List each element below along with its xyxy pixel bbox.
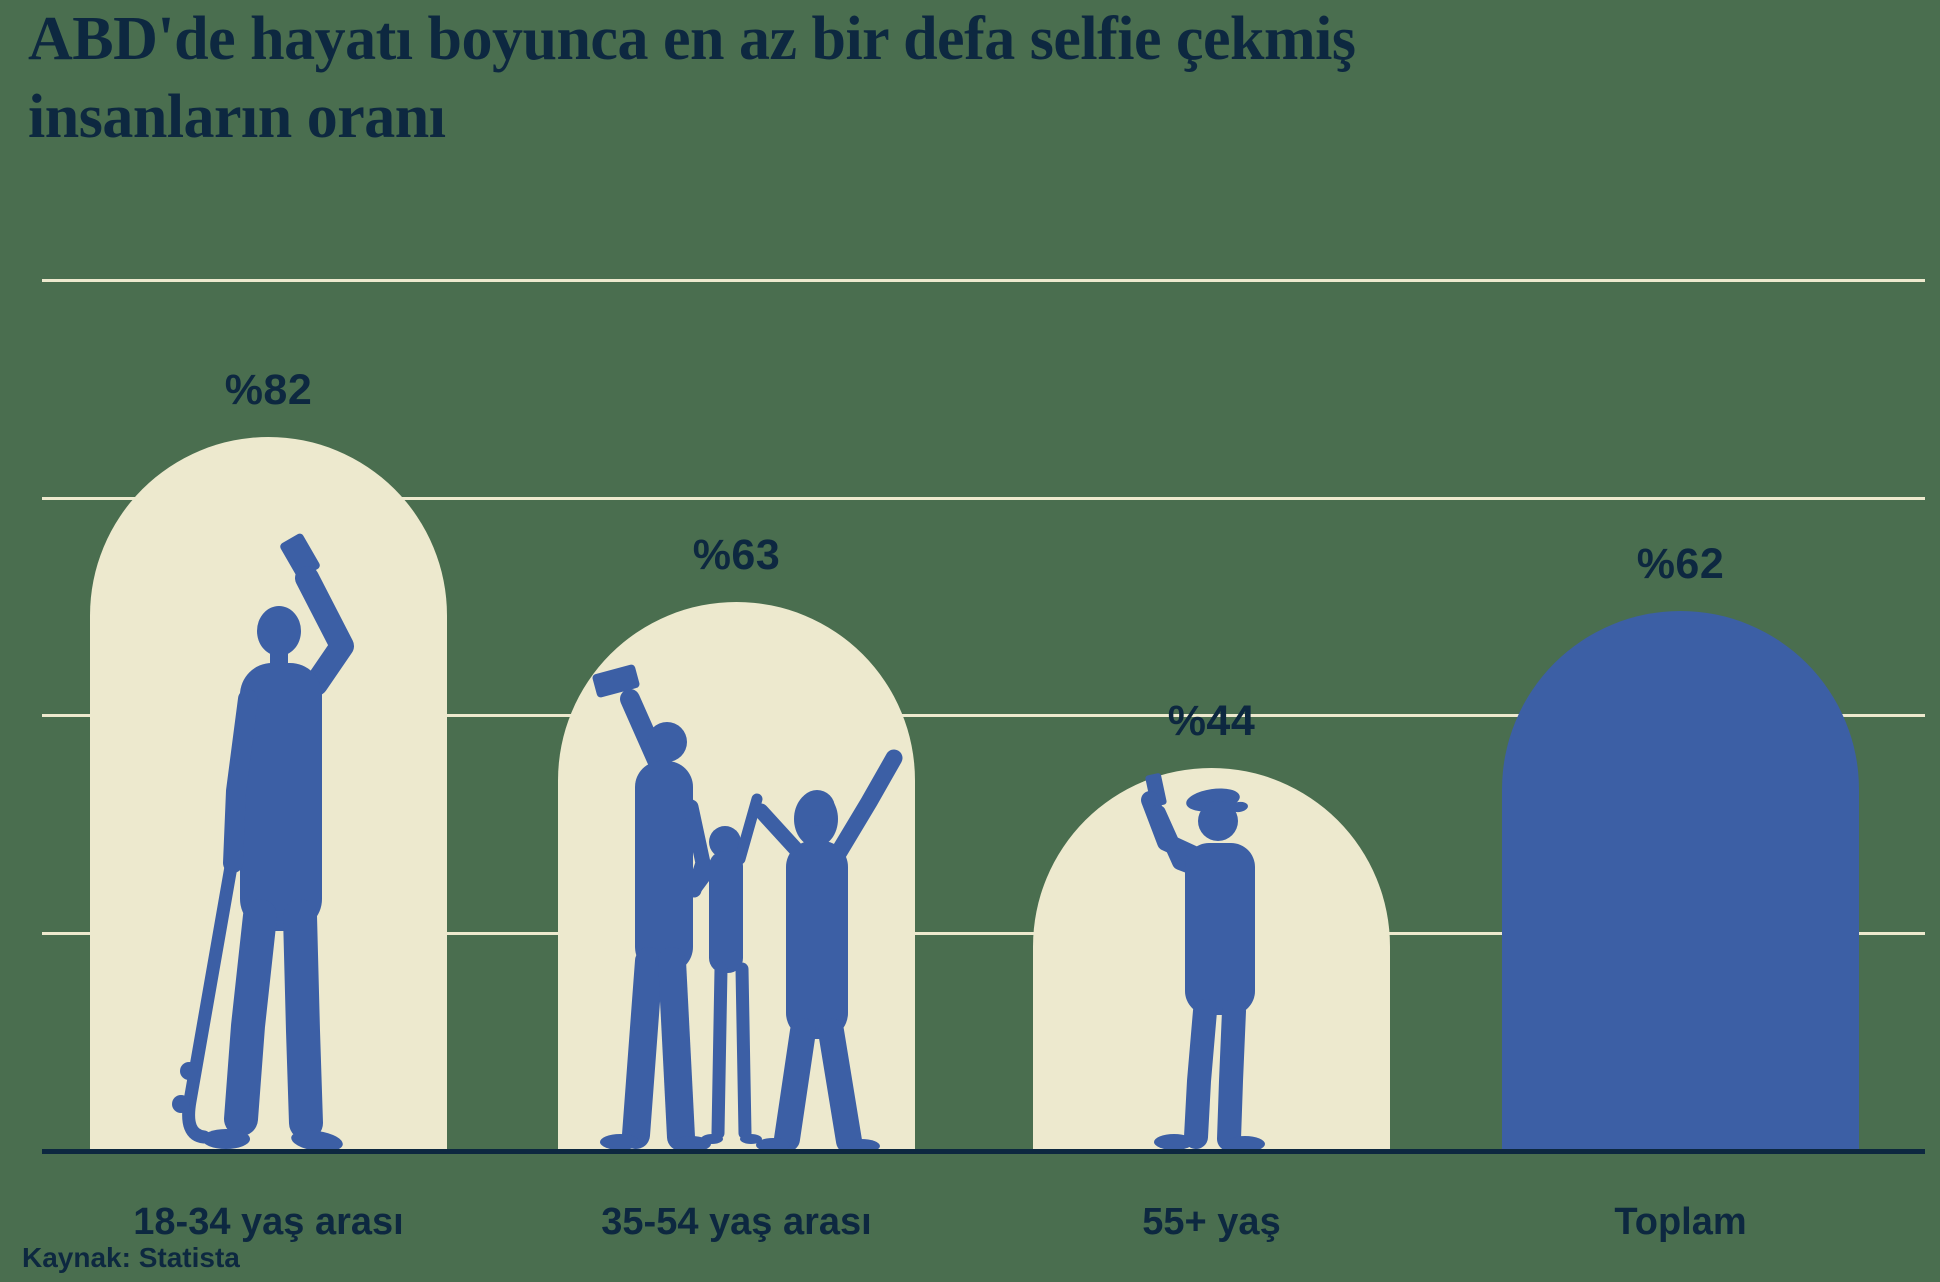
raised-arm <box>295 566 354 696</box>
skateboard <box>172 854 239 1144</box>
head <box>1198 801 1238 841</box>
skateboard-wheel <box>172 1095 190 1113</box>
young-man-selfie-skateboard-silhouette <box>172 533 354 1152</box>
body <box>709 851 743 973</box>
right-foot <box>671 1136 711 1152</box>
left-leg <box>224 899 277 1136</box>
gridline-25 <box>42 932 1925 935</box>
torso <box>1185 843 1255 1015</box>
gridline-50 <box>42 714 1925 717</box>
chart-title: ABD'de hayatı boyunca en az bir defa sel… <box>28 5 1356 152</box>
torso <box>786 841 848 1039</box>
left-leg <box>774 1018 816 1152</box>
left-foot <box>1154 1134 1194 1150</box>
bar-toplam: %62 <box>1502 540 1859 1151</box>
older-man-selfie-silhouette <box>1141 773 1265 1152</box>
right-leg <box>735 962 752 1140</box>
right-leg <box>658 947 695 1151</box>
head <box>799 790 835 826</box>
teen-figure <box>753 749 903 1154</box>
right-leg <box>1217 999 1246 1151</box>
family-selfie-silhouette <box>592 664 903 1154</box>
skateboard-wheel <box>180 1062 198 1080</box>
x-axis-line <box>42 1149 1925 1154</box>
right-foot <box>291 1130 343 1152</box>
raised-arm <box>830 749 903 861</box>
right-leg <box>283 899 323 1140</box>
left-foot <box>701 1134 723 1144</box>
value-label-toplam: %62 <box>1636 540 1725 588</box>
category-label-55plus: 55+ yaş <box>1142 1201 1281 1243</box>
lower-arm <box>223 689 258 873</box>
head <box>709 826 741 858</box>
bar-55plus: %44 <box>1033 697 1390 1152</box>
torso <box>240 663 322 931</box>
value-label-55plus: %44 <box>1167 697 1256 745</box>
value-label-35-54: %63 <box>692 531 781 579</box>
category-label-toplam: Toplam <box>1614 1201 1747 1243</box>
child-figure <box>691 793 763 1144</box>
left-leg <box>1184 999 1217 1149</box>
head <box>647 722 687 762</box>
older-man-body <box>1141 773 1265 1152</box>
phone <box>592 664 640 698</box>
left-foot <box>600 1134 640 1150</box>
torso <box>635 761 693 973</box>
category-label-18-34: 18-34 yaş arası <box>133 1201 404 1243</box>
gridline-75 <box>42 497 1925 500</box>
category-label-35-54: 35-54 yaş arası <box>601 1201 872 1243</box>
left-leg <box>711 962 728 1140</box>
bar-18-34: %82 <box>90 366 447 1152</box>
right-foot <box>1225 1136 1265 1152</box>
cap-brim <box>1230 801 1248 813</box>
source-credit: Kaynak: Statista <box>22 1242 240 1273</box>
right-foot <box>740 1134 762 1144</box>
value-label-18-34: %82 <box>224 366 313 414</box>
young-man-body <box>202 533 354 1152</box>
left-foot <box>756 1138 790 1152</box>
right-leg <box>818 1018 862 1154</box>
head <box>257 606 301 656</box>
gridline-100 <box>42 279 1925 282</box>
left-leg <box>622 947 663 1149</box>
bar-35-54: %63 <box>558 531 915 1154</box>
adult-figure <box>592 664 711 1152</box>
left-foot <box>202 1129 250 1149</box>
